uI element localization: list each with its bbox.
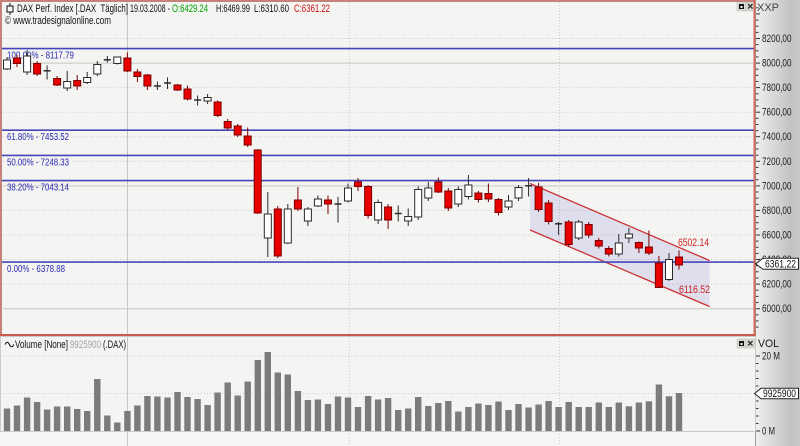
svg-text:8000,00: 8000,00 [762, 58, 792, 70]
svg-text:9925900: 9925900 [763, 388, 796, 400]
svg-text:7000,00: 7000,00 [762, 180, 792, 192]
svg-text:6800,00: 6800,00 [762, 205, 792, 217]
svg-text:6116.52: 6116.52 [679, 284, 710, 296]
svg-text:XXP: XXP [757, 2, 779, 14]
svg-text:7200,00: 7200,00 [762, 156, 792, 168]
svg-text:61.80% - 7453.52: 61.80% - 7453.52 [7, 132, 69, 143]
svg-text:Volume [None]: Volume [None] [15, 339, 68, 351]
svg-text:20 M: 20 M [762, 351, 780, 363]
svg-text:0 M: 0 M [762, 426, 775, 438]
svg-text:7800,00: 7800,00 [762, 82, 792, 94]
svg-text:6361,22: 6361,22 [765, 258, 796, 270]
svg-text:100.00% - 8117.79: 100.00% - 8117.79 [7, 51, 74, 62]
svg-text:0.00% - 6378.88: 0.00% - 6378.88 [7, 264, 65, 275]
svg-text:DAX Perf. Index [.DAX Täglich: DAX Perf. Index [.DAX Täglich] [17, 3, 128, 15]
svg-text:7600,00: 7600,00 [762, 107, 792, 119]
svg-text:VOL: VOL [758, 338, 779, 350]
svg-text:C:6361.22: C:6361.22 [294, 3, 330, 15]
svg-text:6200,00: 6200,00 [762, 279, 792, 291]
svg-text:L:6310.60: L:6310.60 [254, 3, 289, 15]
svg-text:6502.14: 6502.14 [678, 237, 709, 249]
svg-text:6000,00: 6000,00 [762, 303, 792, 315]
svg-text:19.03.2008 -: 19.03.2008 - [130, 3, 170, 15]
svg-text:50.00% - 7248.33: 50.00% - 7248.33 [7, 157, 69, 168]
svg-text:© www.tradesignalonline.com: © www.tradesignalonline.com [5, 15, 111, 27]
svg-text:H:6469.99: H:6469.99 [216, 3, 250, 15]
svg-text:(.DAX): (.DAX) [103, 339, 126, 351]
svg-text:O:6429.24: O:6429.24 [172, 3, 208, 15]
svg-text:38.20% - 7043.14: 38.20% - 7043.14 [7, 183, 69, 194]
svg-text:9925900: 9925900 [70, 339, 101, 351]
svg-text:8200,00: 8200,00 [762, 33, 792, 45]
svg-text:6600,00: 6600,00 [762, 230, 792, 242]
svg-text:7400,00: 7400,00 [762, 131, 792, 143]
